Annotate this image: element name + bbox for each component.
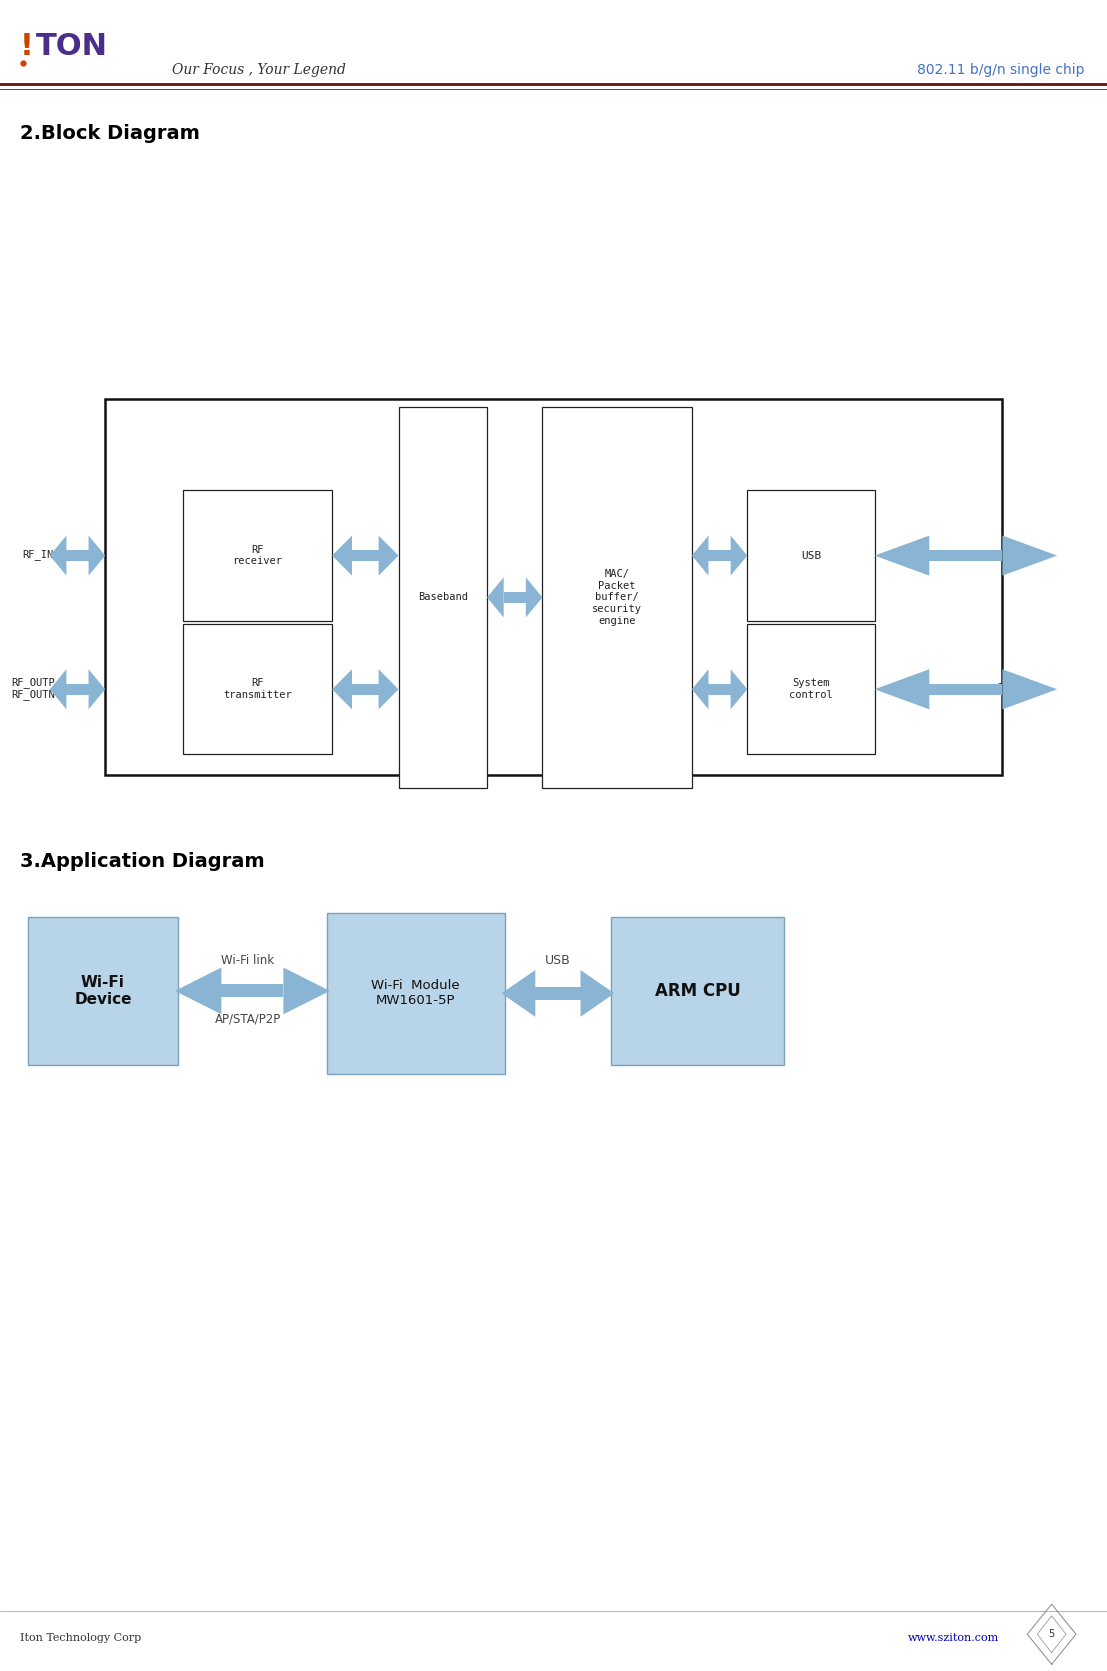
Polygon shape <box>89 535 105 575</box>
Bar <box>183 625 332 755</box>
Polygon shape <box>875 535 930 575</box>
Polygon shape <box>1003 668 1057 709</box>
Polygon shape <box>379 668 399 709</box>
Text: RF_IN: RF_IN <box>22 550 53 560</box>
Text: System
control: System control <box>789 678 832 700</box>
Polygon shape <box>692 668 708 709</box>
Bar <box>747 625 875 755</box>
Polygon shape <box>487 578 504 618</box>
Text: Our Focus , Your Legend: Our Focus , Your Legend <box>172 63 345 77</box>
Text: Iton Technology Corp: Iton Technology Corp <box>20 1633 142 1643</box>
Polygon shape <box>332 668 352 709</box>
Text: MAC/
Packet
buffer/
security
engine: MAC/ Packet buffer/ security engine <box>592 570 642 625</box>
Polygon shape <box>379 535 399 575</box>
Polygon shape <box>930 683 1003 695</box>
Text: TON: TON <box>35 32 107 62</box>
Polygon shape <box>66 683 89 695</box>
Polygon shape <box>283 968 330 1014</box>
Text: RF_OUTP
RF_OUTN: RF_OUTP RF_OUTN <box>11 677 55 700</box>
Bar <box>105 399 1002 775</box>
FancyBboxPatch shape <box>28 916 178 1066</box>
Text: !: ! <box>20 32 34 62</box>
Text: 2.Block Diagram: 2.Block Diagram <box>20 124 199 142</box>
Text: Baseband: Baseband <box>417 593 468 602</box>
Polygon shape <box>875 668 930 709</box>
Text: ARM CPU: ARM CPU <box>654 983 741 999</box>
Text: Wi-Fi
Device: Wi-Fi Device <box>74 974 132 1008</box>
Text: 5: 5 <box>1048 1629 1055 1639</box>
Polygon shape <box>930 550 1003 561</box>
Text: Wi-Fi link: Wi-Fi link <box>221 954 275 968</box>
Polygon shape <box>731 535 747 575</box>
Polygon shape <box>221 984 283 998</box>
Text: USB: USB <box>996 550 1015 560</box>
Text: 3.Application Diagram: 3.Application Diagram <box>20 852 265 871</box>
Polygon shape <box>501 969 536 1016</box>
Text: AP/STA/P2P: AP/STA/P2P <box>215 1013 281 1026</box>
Text: RF
receiver: RF receiver <box>232 545 282 566</box>
Polygon shape <box>526 578 542 618</box>
Polygon shape <box>89 668 105 709</box>
Polygon shape <box>708 683 731 695</box>
Bar <box>183 491 332 622</box>
Polygon shape <box>504 592 526 603</box>
Text: RF
transmitter: RF transmitter <box>223 678 292 700</box>
Bar <box>747 491 875 622</box>
Polygon shape <box>580 969 614 1016</box>
Polygon shape <box>731 668 747 709</box>
Bar <box>542 408 692 789</box>
Polygon shape <box>332 535 352 575</box>
Polygon shape <box>352 683 379 695</box>
Text: GPIO: GPIO <box>996 683 1022 693</box>
Polygon shape <box>66 550 89 561</box>
Polygon shape <box>708 550 731 561</box>
Text: Wi-Fi  Module
MW1601-5P: Wi-Fi Module MW1601-5P <box>371 979 461 1008</box>
Polygon shape <box>50 668 66 709</box>
Polygon shape <box>175 968 221 1014</box>
Text: www.sziton.com: www.sziton.com <box>908 1633 999 1643</box>
Text: USB: USB <box>800 551 821 560</box>
FancyBboxPatch shape <box>611 916 784 1066</box>
Polygon shape <box>352 550 379 561</box>
Bar <box>399 408 487 789</box>
Polygon shape <box>50 535 66 575</box>
Polygon shape <box>536 988 580 999</box>
Text: USB: USB <box>545 954 571 968</box>
Text: 802.11 b/g/n single chip: 802.11 b/g/n single chip <box>918 63 1085 77</box>
Polygon shape <box>1003 535 1057 575</box>
FancyBboxPatch shape <box>327 912 505 1074</box>
Polygon shape <box>692 535 708 575</box>
